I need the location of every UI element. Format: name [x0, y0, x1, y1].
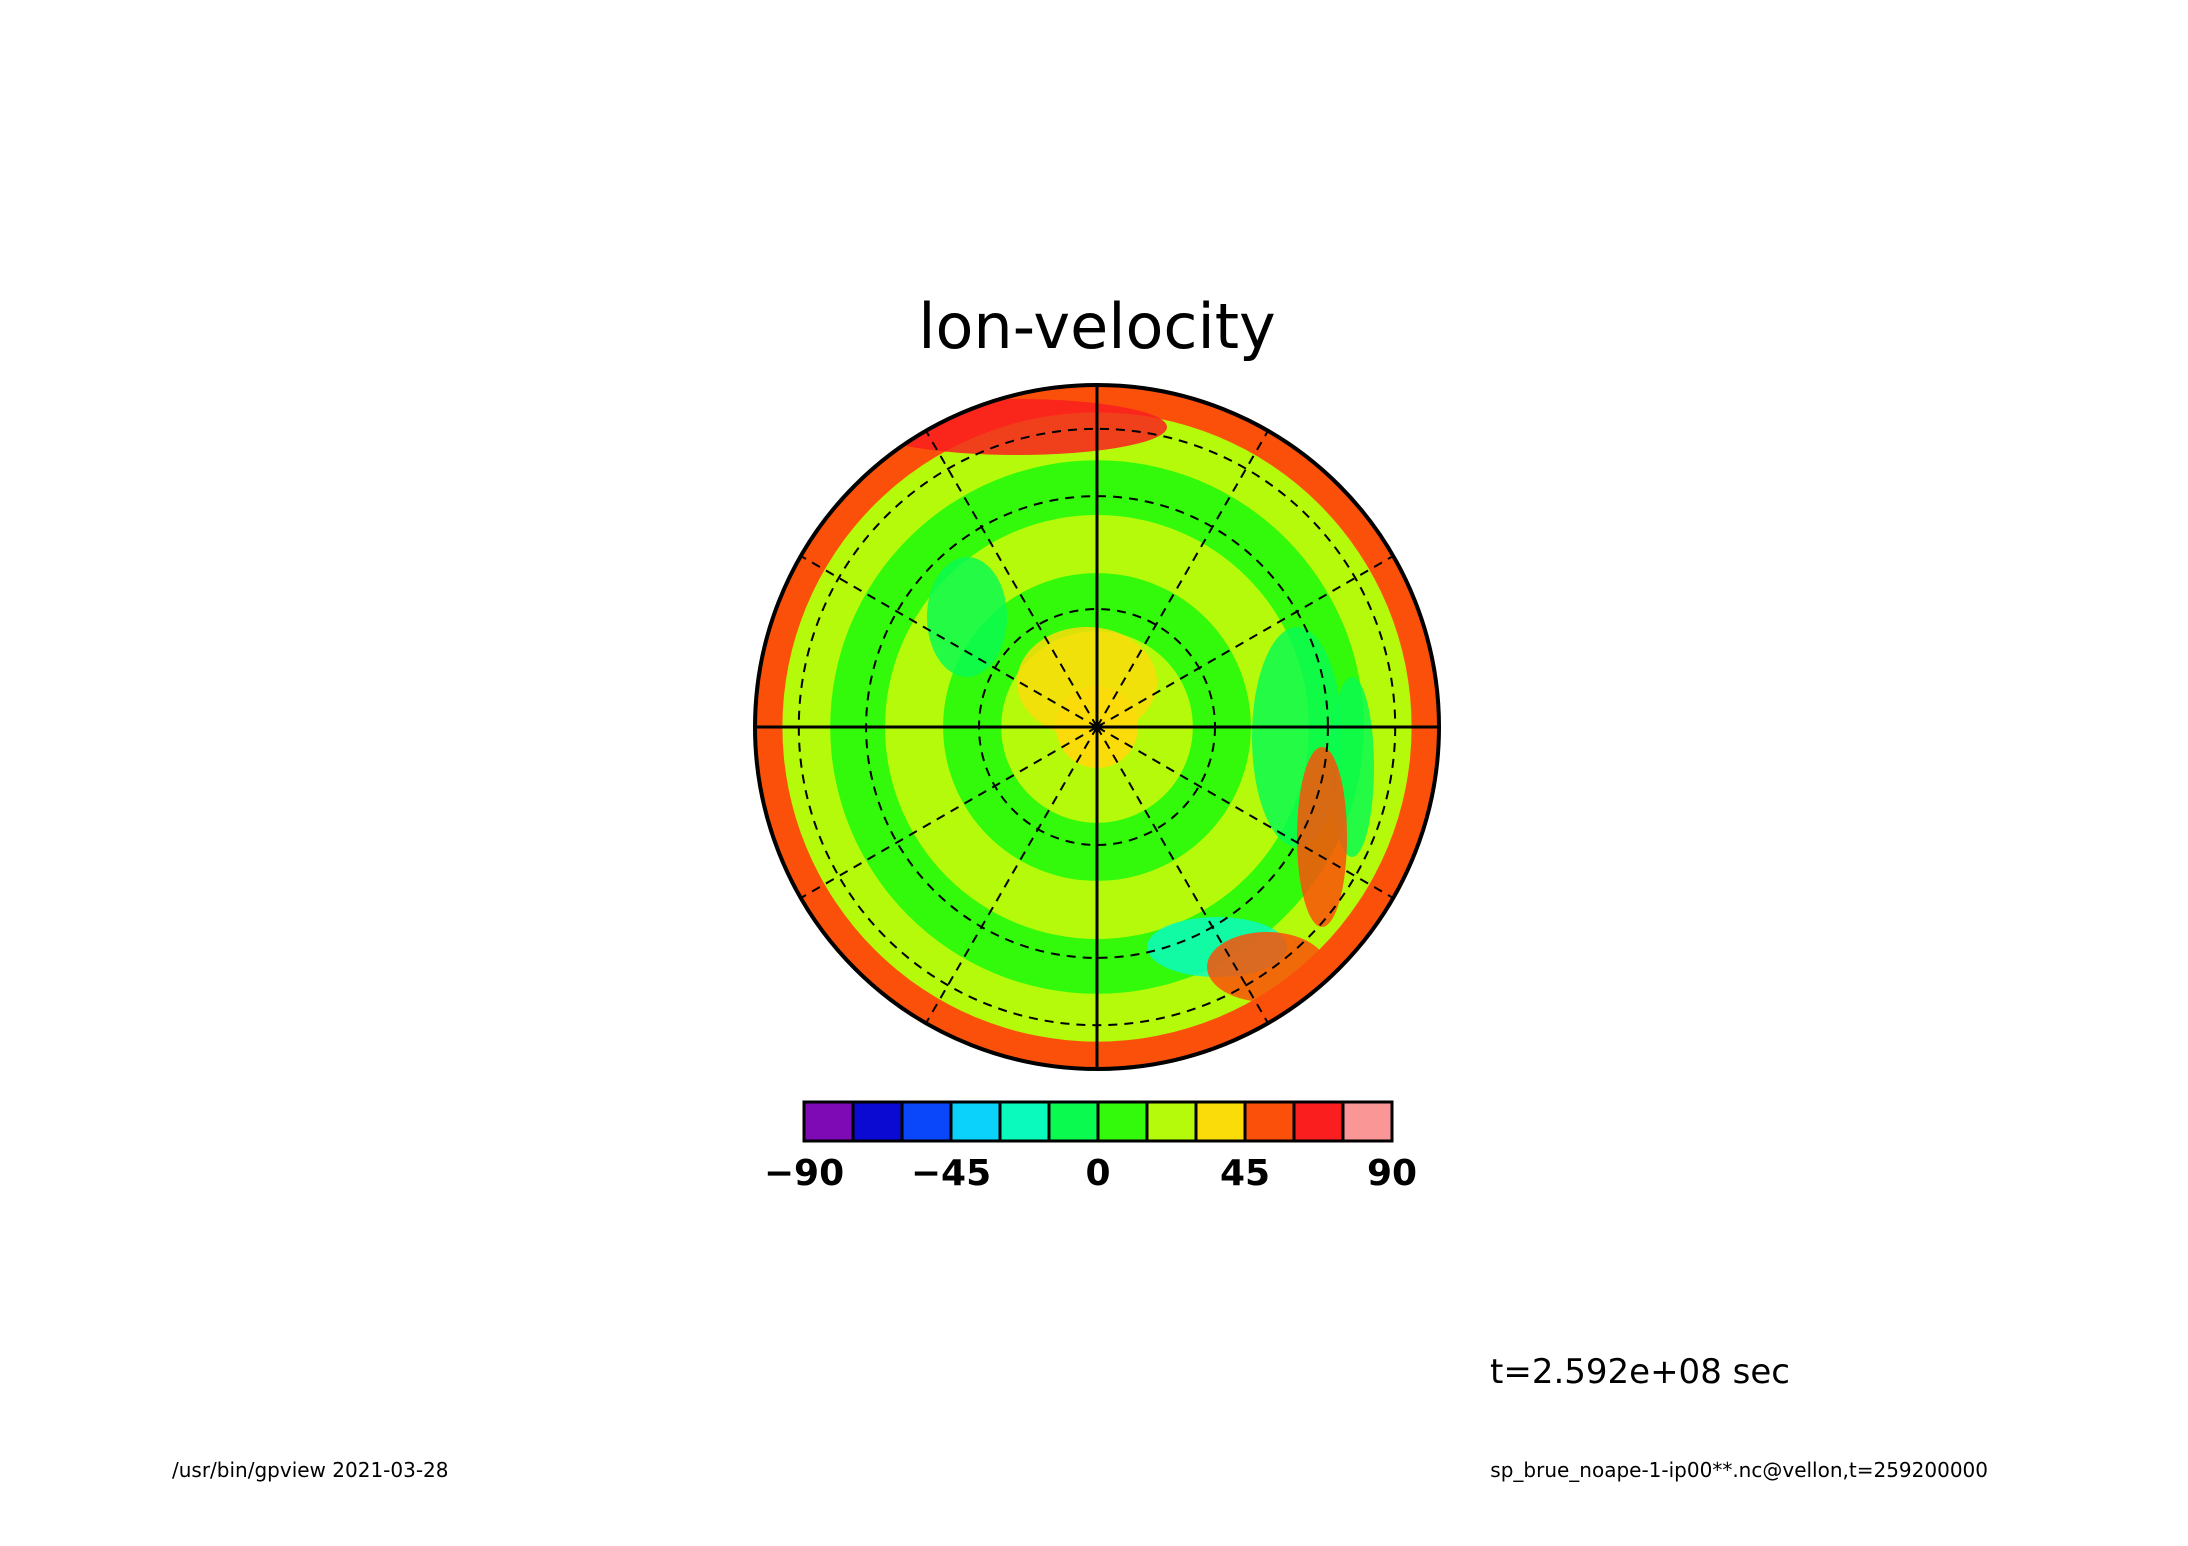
colorbar-swatch-8 [1194, 1100, 1247, 1143]
colorbar-swatch-1 [851, 1100, 904, 1143]
colorbar-swatch-9 [1243, 1100, 1296, 1143]
chart-title: lon-velocity [918, 290, 1275, 363]
colorbar-tick-labels: −90 −45 0 45 90 [764, 1153, 1417, 1194]
field-patch-7 [1297, 747, 1347, 927]
field-patch-3 [927, 557, 1007, 677]
colorbar-swatch-2 [900, 1100, 953, 1143]
map-boundary [753, 383, 1441, 1071]
colorbar [802, 1100, 1394, 1143]
field-patch-0 [1017, 627, 1157, 737]
colorbar-swatch-5 [1047, 1100, 1100, 1143]
colorbar-tick-label: 45 [1220, 1153, 1270, 1194]
colorbar-tick-label: −45 [911, 1153, 991, 1194]
field-patch-4 [867, 399, 1167, 455]
colorbar-swatch-11 [1341, 1100, 1394, 1143]
time-label: t=2.592e+08 sec [1490, 1352, 1790, 1392]
colorbar-tick-label: −90 [764, 1153, 844, 1194]
colorbar-swatch-10 [1292, 1100, 1345, 1143]
colorbar-swatch-3 [949, 1100, 1002, 1143]
colorbar-swatch-0 [802, 1100, 855, 1143]
colorbar-swatch-7 [1145, 1100, 1198, 1143]
map-grid [755, 385, 1439, 1069]
colorbar-swatch-4 [998, 1100, 1051, 1143]
colorbar-tick-label: 0 [1085, 1153, 1110, 1194]
colorbar-tick-label: 90 [1367, 1153, 1417, 1194]
field-patch-5 [1207, 932, 1327, 1002]
footer-left: /usr/bin/gpview 2021-03-28 [172, 1458, 449, 1482]
footer-right: sp_brue_noape-1-ip00**.nc@vellon,t=25920… [1490, 1458, 1988, 1482]
colorbar-swatch-6 [1096, 1100, 1149, 1143]
